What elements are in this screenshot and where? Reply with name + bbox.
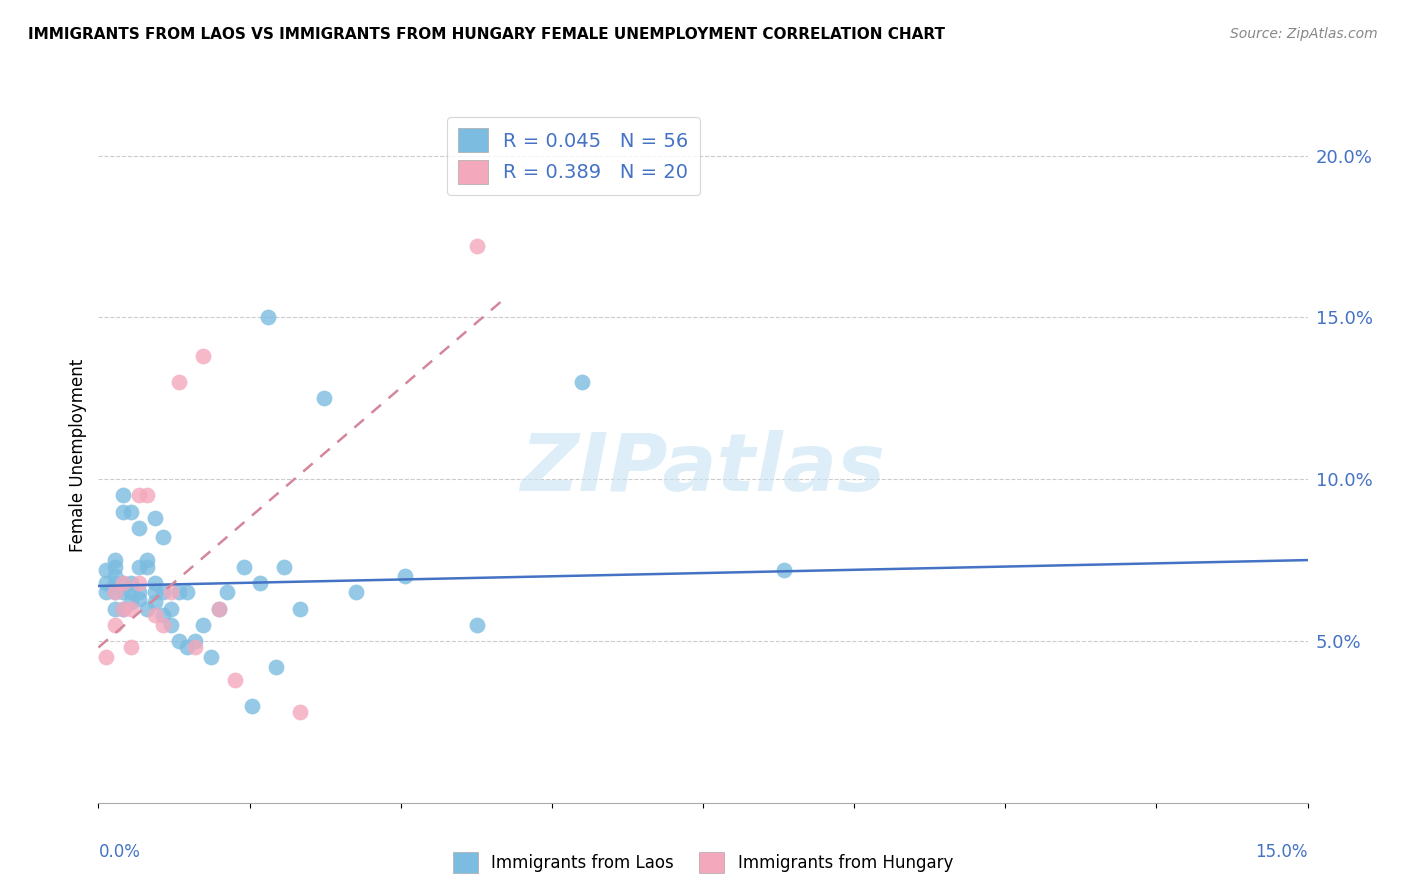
- Point: [120, 504, 142, 518]
- Point: [103, 601, 125, 615]
- Point: [103, 617, 125, 632]
- Point: [111, 575, 134, 590]
- Point: [344, 585, 367, 599]
- Point: [143, 511, 166, 525]
- Point: [152, 617, 174, 632]
- Point: [232, 559, 254, 574]
- Point: [111, 601, 134, 615]
- Point: [103, 569, 125, 583]
- Point: [143, 575, 166, 590]
- Point: [128, 575, 150, 590]
- Text: 15.0%: 15.0%: [1256, 843, 1308, 861]
- Point: [152, 608, 174, 623]
- Point: [571, 375, 593, 389]
- Point: [128, 585, 150, 599]
- Point: [103, 585, 125, 599]
- Point: [135, 559, 157, 574]
- Point: [135, 488, 157, 502]
- Point: [111, 488, 134, 502]
- Point: [120, 575, 142, 590]
- Point: [103, 559, 125, 574]
- Point: [96, 650, 118, 665]
- Point: [465, 617, 488, 632]
- Point: [288, 705, 311, 719]
- Point: [111, 504, 134, 518]
- Point: [249, 575, 271, 590]
- Point: [152, 531, 174, 545]
- Point: [111, 575, 134, 590]
- Point: [184, 640, 207, 655]
- Point: [111, 585, 134, 599]
- Point: [184, 634, 207, 648]
- Point: [120, 640, 142, 655]
- Point: [772, 563, 794, 577]
- Point: [264, 660, 287, 674]
- Point: [135, 553, 157, 567]
- Point: [224, 673, 246, 687]
- Point: [103, 575, 125, 590]
- Point: [96, 563, 118, 577]
- Point: [135, 601, 157, 615]
- Point: [120, 585, 142, 599]
- Point: [143, 608, 166, 623]
- Point: [167, 634, 190, 648]
- Point: [128, 488, 150, 502]
- Text: ZIPatlas: ZIPatlas: [520, 430, 886, 508]
- Point: [394, 569, 416, 583]
- Point: [193, 617, 215, 632]
- Point: [273, 559, 295, 574]
- Point: [160, 585, 183, 599]
- Point: [217, 585, 239, 599]
- Point: [128, 521, 150, 535]
- Point: [167, 585, 190, 599]
- Point: [120, 601, 142, 615]
- Point: [240, 698, 263, 713]
- Text: 0.0%: 0.0%: [98, 843, 141, 861]
- Point: [160, 617, 183, 632]
- Point: [193, 349, 215, 363]
- Point: [103, 553, 125, 567]
- Point: [465, 239, 488, 253]
- Point: [96, 575, 118, 590]
- Y-axis label: Female Unemployment: Female Unemployment: [69, 359, 87, 551]
- Point: [120, 595, 142, 609]
- Point: [143, 595, 166, 609]
- Point: [208, 601, 231, 615]
- Point: [256, 310, 278, 325]
- Point: [103, 585, 125, 599]
- Point: [176, 640, 198, 655]
- Point: [111, 601, 134, 615]
- Point: [314, 392, 336, 406]
- Point: [208, 601, 231, 615]
- Legend: R = 0.045   N = 56, R = 0.389   N = 20: R = 0.045 N = 56, R = 0.389 N = 20: [447, 117, 700, 195]
- Point: [200, 650, 222, 665]
- Point: [128, 591, 150, 606]
- Point: [160, 601, 183, 615]
- Point: [143, 585, 166, 599]
- Point: [288, 601, 311, 615]
- Point: [96, 585, 118, 599]
- Text: IMMIGRANTS FROM LAOS VS IMMIGRANTS FROM HUNGARY FEMALE UNEMPLOYMENT CORRELATION : IMMIGRANTS FROM LAOS VS IMMIGRANTS FROM …: [28, 27, 945, 42]
- Point: [128, 559, 150, 574]
- Point: [152, 585, 174, 599]
- Legend: Immigrants from Laos, Immigrants from Hungary: Immigrants from Laos, Immigrants from Hu…: [447, 846, 959, 880]
- Text: Source: ZipAtlas.com: Source: ZipAtlas.com: [1230, 27, 1378, 41]
- Point: [176, 585, 198, 599]
- Point: [167, 375, 190, 389]
